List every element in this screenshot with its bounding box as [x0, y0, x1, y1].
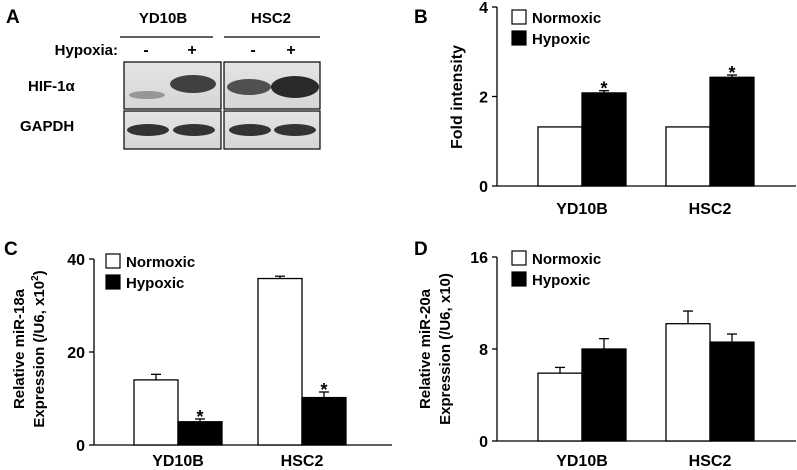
chart-b-ytick-label: 2: [479, 90, 488, 107]
panel-letter-b: B: [414, 7, 428, 28]
chart-c-legend-swatch-hypoxic: [105, 274, 121, 290]
chart-b-ytick-label: 4: [479, 0, 488, 17]
chart-c-ytick-label: 20: [67, 345, 85, 362]
lane-sign-2: +: [187, 42, 196, 59]
chart-c-ylabel-close: ): [31, 270, 48, 275]
chart-b-legend-swatch-hypoxic: [511, 30, 527, 46]
chart-c-ylabel-main: Expression (/U6, x10: [31, 281, 48, 428]
chart-c-bar-normoxic-yd10b: [133, 379, 179, 446]
chart-c-legend-label-hypoxic: Hypoxic: [126, 275, 184, 292]
chart-b-bar-hypoxic-yd10b: [581, 92, 627, 187]
chart-c-bar-normoxic-hsc2: [257, 277, 303, 446]
chart-d-ylabel-line1: Relative miR-20a: [417, 288, 434, 409]
chart-b-ylabel: Fold intensity: [449, 45, 466, 149]
chart-d-ytick-label: 0: [479, 434, 488, 451]
chart-d-bar-hypoxic-yd10b: [581, 348, 627, 442]
chart-c-legend-swatch-normoxic: [105, 253, 121, 269]
chart-d-ytick-label: 16: [470, 250, 488, 267]
chart-d-legend-swatch-hypoxic: [511, 271, 527, 287]
band-hif1a-lane2: [170, 75, 216, 93]
chart-d-legend-swatch-normoxic: [511, 250, 527, 266]
lane-sign-4: +: [286, 42, 295, 59]
chart-d-legend-label-normoxic: Normoxic: [532, 251, 601, 268]
chart-c-category-label: HSC2: [281, 453, 324, 470]
chart-c-ytick-label: 0: [76, 438, 85, 455]
chart-d-bar-hypoxic-hsc2: [709, 341, 755, 442]
band-gapdh-lane3: [229, 124, 271, 136]
chart-d-bar-normoxic-hsc2: [665, 323, 711, 442]
chart-c-significance-marker: *: [320, 380, 327, 400]
chart-c-ylabel-superscript: 2: [30, 275, 41, 281]
blot-protein-gapdh: GAPDH: [20, 118, 74, 135]
panel-letter-c: C: [4, 239, 18, 260]
lane-sign-1: -: [143, 42, 148, 59]
blot-condition-label: Hypoxia:: [55, 42, 118, 59]
band-gapdh-lane4: [274, 124, 316, 136]
chart-b: 0 2 4 * YD10B * HSC2 Normoxic Hypoxic: [479, 0, 796, 218]
chart-b-bar-normoxic-yd10b: [537, 126, 583, 187]
chart-d-category-label: YD10B: [556, 453, 608, 470]
chart-b-bar-hypoxic-hsc2: [709, 76, 755, 187]
chart-c-ytick-label: 40: [67, 252, 85, 269]
blot-cell-line-yd10b: YD10B: [139, 10, 188, 27]
chart-b-category-label: YD10B: [556, 201, 608, 218]
chart-b-legend-label-normoxic: Normoxic: [532, 10, 601, 27]
chart-d-ylabel-line2: Expression (/U6, x10): [437, 273, 454, 425]
blot-protein-hif1a: HIF-1α: [28, 78, 76, 95]
chart-d-ytick-label: 8: [479, 342, 488, 359]
panel-a: A YD10B HSC2 Hypoxia: - + - + HIF-1α GAP…: [6, 7, 321, 150]
panel-letter-a: A: [6, 7, 20, 28]
chart-b-legend-label-hypoxic: Hypoxic: [532, 31, 590, 48]
chart-b-ytick-label: 0: [479, 179, 488, 196]
chart-b-significance-marker: *: [600, 79, 607, 99]
chart-c-bar-hypoxic-hsc2: [301, 396, 347, 446]
chart-c-ylabel-line2: Expression (/U6, x102): [30, 270, 48, 427]
chart-c-legend-label-normoxic: Normoxic: [126, 254, 195, 271]
panel-letter-d: D: [414, 239, 428, 260]
chart-c-category-label: YD10B: [152, 453, 204, 470]
chart-b-legend-swatch-normoxic: [511, 9, 527, 25]
lane-sign-3: -: [250, 42, 255, 59]
chart-d-legend-label-hypoxic: Hypoxic: [532, 272, 590, 289]
chart-b-bar-normoxic-hsc2: [665, 126, 711, 187]
band-hif1a-lane4: [271, 76, 319, 98]
band-hif1a-lane3: [227, 79, 271, 95]
chart-d-category-label: HSC2: [689, 453, 732, 470]
chart-d: 0 8 16 YD10B HSC2 Normoxic Hypoxic: [470, 250, 796, 470]
band-gapdh-lane1: [127, 124, 169, 136]
band-gapdh-lane2: [173, 124, 215, 136]
chart-b-category-label: HSC2: [689, 201, 732, 218]
band-hif1a-lane1: [129, 91, 165, 99]
chart-c-significance-marker: *: [196, 407, 203, 427]
chart-c-ylabel-line1: Relative miR-18a: [11, 288, 28, 409]
chart-d-bar-normoxic-yd10b: [537, 372, 583, 442]
blot-cell-line-hsc2: HSC2: [251, 10, 291, 27]
chart-b-significance-marker: *: [728, 63, 735, 83]
chart-c: 0 20 40 * YD10B * HSC2 Normoxic Hypoxic: [67, 252, 392, 470]
